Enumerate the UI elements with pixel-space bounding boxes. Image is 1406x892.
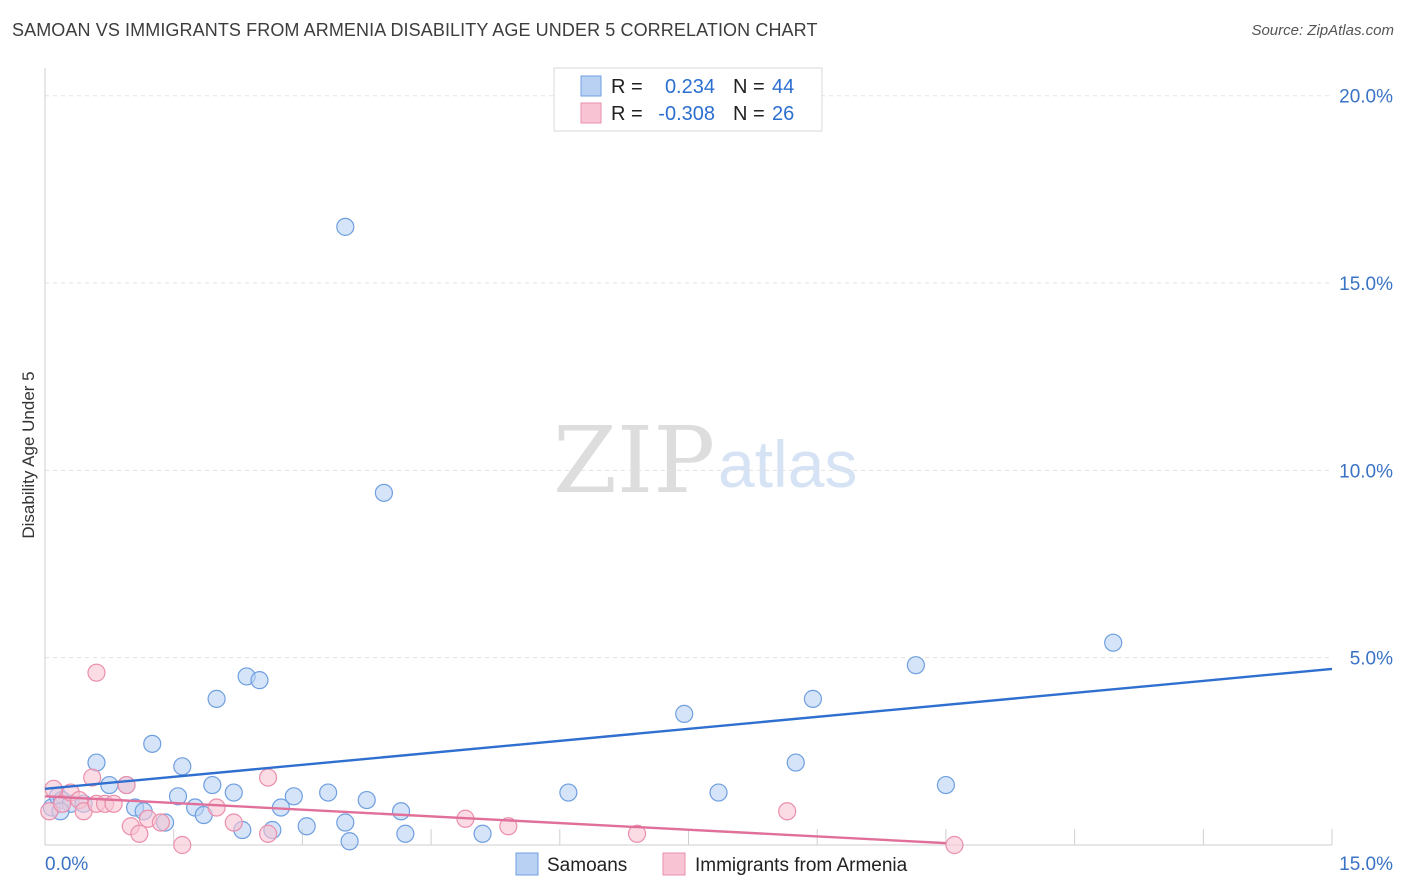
armenia-point — [945, 835, 964, 855]
y-tick-label: 10.0% — [1339, 461, 1393, 482]
armenia-point — [258, 768, 278, 787]
y-tick-label: 5.0% — [1350, 649, 1393, 670]
samoans-point — [391, 802, 411, 821]
samoans-point — [786, 753, 805, 772]
armenia-point — [258, 824, 278, 843]
samoans-point — [173, 757, 192, 776]
legend-r-label-samoans: R = — [611, 76, 643, 98]
y-tick-label: 15.0% — [1339, 274, 1393, 295]
axis-layer — [44, 68, 1332, 846]
samoans-point — [396, 824, 415, 843]
chart-source: Source: ZipAtlas.com — [1251, 22, 1394, 39]
legend-swatch-armenia — [580, 102, 602, 124]
legend-swatch-samoans — [580, 75, 602, 97]
bottom-legend-label-armenia: Immigrants from Armenia — [695, 855, 908, 876]
armenia-point — [87, 663, 106, 682]
legend-r-value-armenia: -0.308 — [658, 103, 715, 125]
legend-n-value-armenia: 26 — [772, 103, 794, 125]
armenia-trend-line — [44, 795, 946, 845]
y-tick-label: 20.0% — [1339, 87, 1393, 108]
armenia-point — [207, 798, 226, 817]
samoans-point — [374, 483, 394, 502]
samoans-point — [203, 775, 222, 795]
samoans-point — [224, 783, 243, 802]
samoans-point — [340, 832, 359, 851]
armenia-point — [173, 835, 192, 855]
samoans-point — [207, 689, 226, 708]
samoans-point — [803, 689, 823, 708]
legend-n-label-armenia: N = — [733, 103, 765, 125]
samoans-point — [168, 787, 188, 806]
correlation-legend: R = 0.234 N = 44 R = -0.308 N = 26 — [553, 67, 823, 132]
samoans-point — [297, 817, 316, 836]
points-layer — [40, 217, 1123, 855]
samoans-point — [559, 783, 578, 802]
samoans-point — [284, 787, 303, 806]
samoans-trend-line — [44, 667, 1333, 790]
samoans-point — [357, 790, 376, 810]
samoans-point — [1104, 633, 1123, 652]
legend-n-label-samoans: N = — [733, 76, 765, 98]
watermark-atlas: atlas — [718, 427, 857, 501]
armenia-point — [83, 768, 102, 787]
legend-r-label-armenia: R = — [611, 103, 643, 125]
armenia-point — [151, 813, 170, 832]
samoans-point — [100, 775, 119, 795]
samoans-point — [336, 813, 355, 832]
bottom-legend-swatch-samoans — [515, 852, 539, 876]
tick-label-layer: 5.0% 10.0% 15.0% 20.0% 0.0% 15.0% — [45, 87, 1393, 875]
x-tick-label: 0.0% — [45, 854, 88, 875]
legend-n-value-samoans: 44 — [772, 76, 794, 98]
armenia-point — [104, 794, 123, 813]
samoans-point — [319, 783, 338, 802]
samoans-point — [250, 671, 269, 690]
bottom-legend-swatch-armenia — [662, 852, 686, 876]
samoans-point — [709, 783, 728, 802]
armenia-point — [499, 817, 518, 836]
armenia-point — [117, 775, 136, 795]
chart-title: SAMOAN VS IMMIGRANTS FROM ARMENIA DISABI… — [12, 20, 818, 40]
y-axis-label: Disability Age Under 5 — [19, 371, 38, 538]
watermark-zip: ZIP — [553, 407, 715, 514]
trend-layer — [44, 667, 1333, 845]
armenia-point — [130, 824, 149, 843]
samoans-point — [675, 704, 694, 723]
bottom-legend-label-samoans: Samoans — [547, 855, 627, 876]
samoans-point — [143, 734, 162, 753]
samoans-point — [336, 217, 355, 236]
grid-layer — [45, 95, 1333, 845]
x-tick-label: 15.0% — [1339, 854, 1393, 875]
samoans-point — [906, 656, 925, 675]
armenia-point — [224, 813, 243, 832]
series-legend: Samoans Immigrants from Armenia — [515, 852, 908, 876]
samoans-point — [473, 824, 492, 843]
samoans-point — [936, 775, 956, 795]
samoans-point — [87, 753, 106, 772]
armenia-point — [778, 802, 797, 821]
legend-r-value-samoans: 0.234 — [665, 76, 715, 98]
armenia-point — [627, 824, 647, 843]
